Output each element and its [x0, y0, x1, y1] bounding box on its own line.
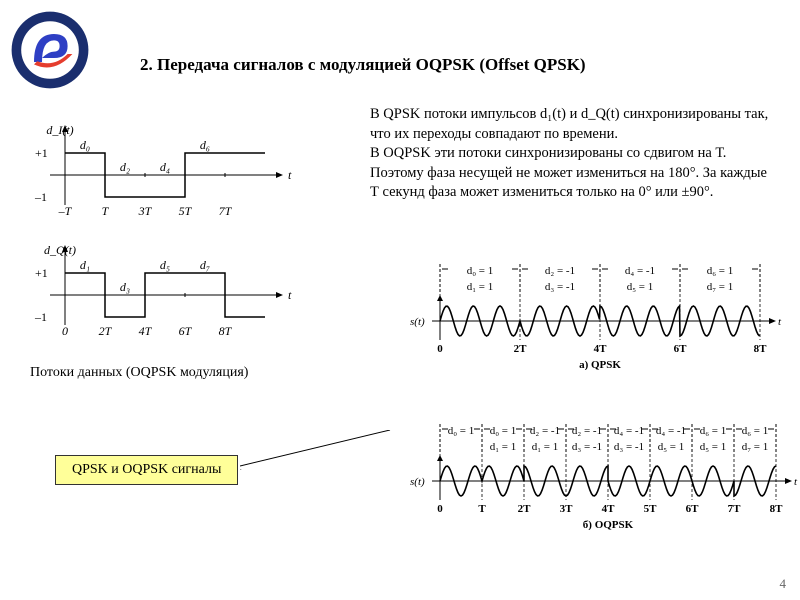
svg-text:d₇ = 1: d₇ = 1 — [707, 281, 734, 293]
svg-text:d₅ = 1: d₅ = 1 — [627, 281, 654, 293]
svg-text:+1: +1 — [35, 146, 48, 160]
svg-text:5T: 5T — [179, 204, 193, 218]
university-logo — [10, 10, 90, 90]
svg-text:T: T — [478, 503, 486, 515]
svg-text:4T: 4T — [602, 503, 616, 515]
page-title: 2. Передача сигналов с модуляцией OQPSK … — [140, 55, 586, 75]
svg-text:d₇: d₇ — [200, 258, 210, 272]
svg-text:d₆ = 1: d₆ = 1 — [707, 265, 734, 277]
svg-text:d₃ = -1: d₃ = -1 — [614, 441, 644, 453]
pulse-chart-i: d_I(t)t +1 –1 –T T 3T 5T 7T d₀ d₂ d₄ d₆ — [10, 120, 310, 235]
svg-text:d₀: d₀ — [80, 138, 90, 152]
svg-text:7T: 7T — [219, 204, 233, 218]
svg-text:d₁ = 1: d₁ = 1 — [467, 281, 494, 293]
svg-text:s(t): s(t) — [410, 476, 425, 488]
callout-connector — [240, 430, 400, 470]
svg-text:6T: 6T — [179, 324, 193, 338]
svg-text:d_I(t): d_I(t) — [46, 123, 73, 137]
description-paragraph: В QPSK потоки импульсов d₁(t) и d_Q(t) с… — [370, 105, 770, 203]
svg-text:–T: –T — [58, 204, 73, 218]
svg-text:d₀ = 1: d₀ = 1 — [467, 265, 494, 277]
svg-text:d₆: d₆ — [200, 138, 210, 152]
svg-text:d₆ = 1: d₆ = 1 — [700, 425, 727, 437]
svg-text:4T: 4T — [139, 324, 153, 338]
svg-text:2T: 2T — [99, 324, 113, 338]
svg-text:б) OQPSK: б) OQPSK — [583, 519, 634, 530]
svg-text:d₂ = -1: d₂ = -1 — [530, 425, 560, 437]
svg-text:d₅ = 1: d₅ = 1 — [658, 441, 685, 453]
svg-text:6T: 6T — [686, 503, 700, 515]
svg-text:а) QPSK: а) QPSK — [579, 359, 621, 370]
svg-text:6T: 6T — [674, 343, 688, 355]
svg-text:d₃ = -1: d₃ = -1 — [545, 281, 575, 293]
svg-text:d₄ = -1: d₄ = -1 — [614, 425, 644, 437]
callout-text: QPSK и OQPSK сигналы — [72, 462, 221, 477]
svg-text:d₄: d₄ — [160, 160, 170, 174]
svg-text:d₆ = 1: d₆ = 1 — [742, 425, 769, 437]
wave-chart-qpsk: d₀ = 1 d₂ = -1 d₄ = -1 d₆ = 1 d₁ = 1 d₃ = -1 d… — [400, 260, 790, 375]
svg-text:s(t): s(t) — [410, 316, 425, 328]
svg-text:5T: 5T — [644, 503, 658, 515]
svg-text:t: t — [778, 316, 782, 328]
svg-text:d₂ = -1: d₂ = -1 — [572, 425, 602, 437]
svg-text:–1: –1 — [34, 310, 47, 324]
pulse-chart-q: d_Q(t)t +1 –1 0 2T 4T 6T 8T d₁ d₃ d₅ d₇ — [10, 240, 310, 355]
svg-text:d_Q(t): d_Q(t) — [44, 243, 76, 257]
svg-text:t: t — [288, 288, 292, 302]
svg-text:d₄ = -1: d₄ = -1 — [656, 425, 686, 437]
svg-text:d₇ = 1: d₇ = 1 — [742, 441, 769, 453]
wave-chart-oqpsk: d₀ = 1 d₀ = 1 d₂ = -1 d₂ = -1 d₄ = -1 d₄ = -1… — [400, 420, 800, 535]
svg-text:0: 0 — [62, 324, 68, 338]
svg-text:T: T — [102, 204, 110, 218]
svg-text:–1: –1 — [34, 190, 47, 204]
svg-text:7T: 7T — [728, 503, 742, 515]
svg-text:t: t — [794, 476, 798, 488]
svg-text:d₃ = -1: d₃ = -1 — [572, 441, 602, 453]
svg-text:d₂: d₂ — [120, 160, 130, 174]
svg-text:t: t — [288, 168, 292, 182]
svg-text:d₁: d₁ — [80, 258, 90, 272]
svg-text:0: 0 — [437, 343, 443, 355]
callout-box: QPSK и OQPSK сигналы — [55, 455, 238, 485]
svg-text:d₀ = 1: d₀ = 1 — [448, 425, 475, 437]
svg-text:2T: 2T — [514, 343, 528, 355]
pulse-caption: Потоки данных (OQPSK модуляция) — [30, 365, 248, 381]
svg-text:4T: 4T — [594, 343, 608, 355]
svg-text:d₂ = -1: d₂ = -1 — [545, 265, 575, 277]
svg-text:d₅ = 1: d₅ = 1 — [700, 441, 727, 453]
svg-text:+1: +1 — [35, 266, 48, 280]
svg-text:d₁ = 1: d₁ = 1 — [532, 441, 559, 453]
svg-text:3T: 3T — [138, 204, 153, 218]
svg-text:0: 0 — [437, 503, 443, 515]
page-number: 4 — [780, 576, 787, 592]
svg-text:8T: 8T — [754, 343, 768, 355]
svg-text:d₀ = 1: d₀ = 1 — [490, 425, 517, 437]
svg-text:d₄ = -1: d₄ = -1 — [625, 265, 655, 277]
svg-text:d₃: d₃ — [120, 280, 130, 294]
svg-text:8T: 8T — [219, 324, 233, 338]
svg-text:d₁ = 1: d₁ = 1 — [490, 441, 517, 453]
svg-text:d₅: d₅ — [160, 258, 170, 272]
para-line: В QPSK потоки импульсов d₁(t) и d_Q(t) с… — [370, 106, 768, 200]
svg-text:3T: 3T — [560, 503, 574, 515]
svg-text:8T: 8T — [770, 503, 784, 515]
svg-text:2T: 2T — [518, 503, 532, 515]
